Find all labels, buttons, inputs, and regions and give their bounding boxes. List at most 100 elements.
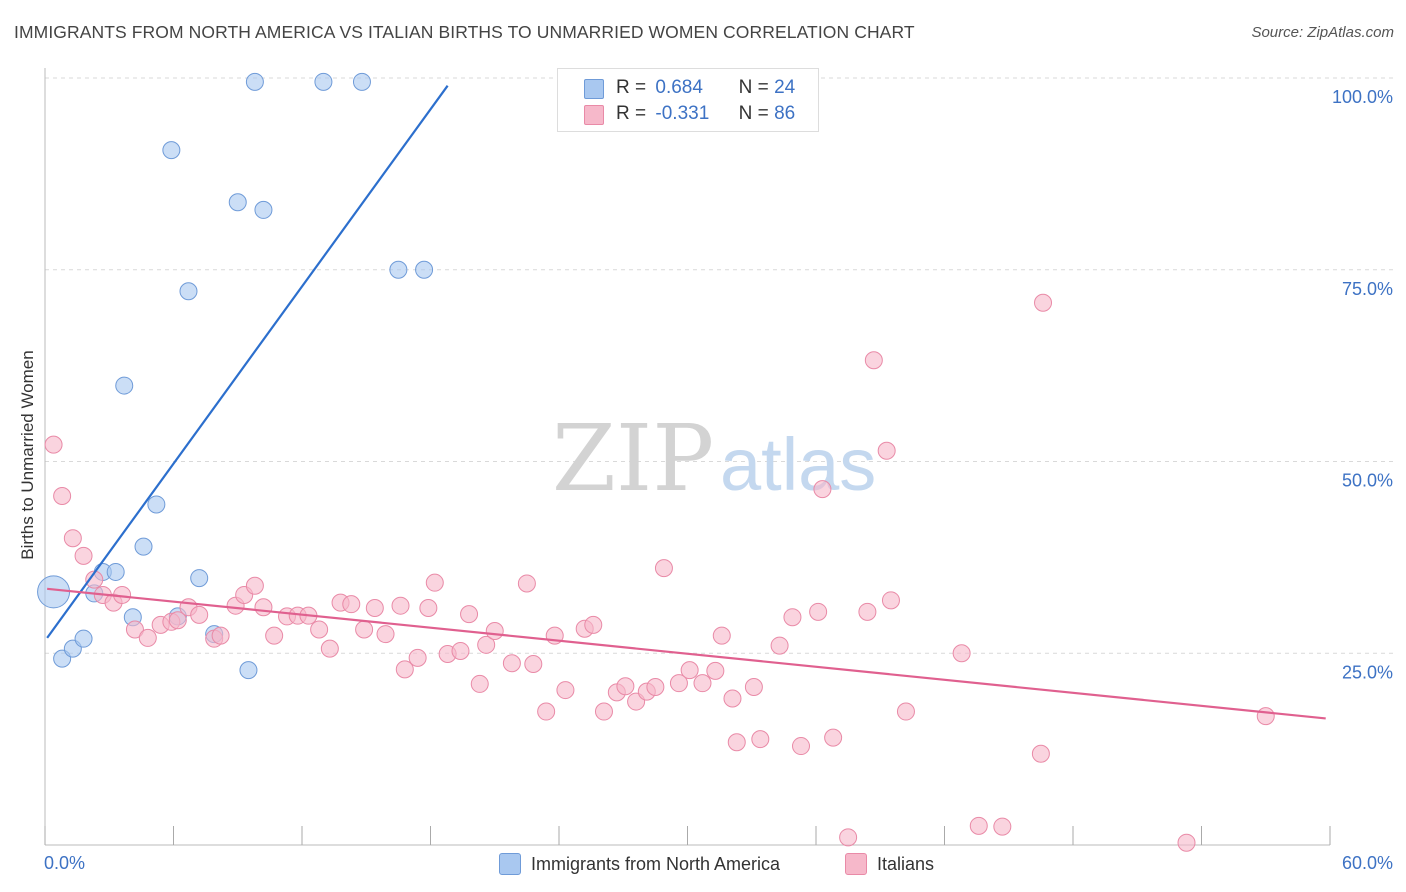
legend-swatch-pink	[584, 105, 604, 125]
data-point-italians	[877, 441, 896, 460]
data-point-italians	[712, 626, 731, 645]
data-point-italians	[376, 625, 395, 644]
data-point-italians	[355, 620, 374, 639]
data-point-immigrants	[179, 282, 198, 301]
data-point-italians	[727, 733, 746, 752]
y-axis-title: Births to Unmarried Women	[18, 350, 37, 560]
data-point-italians	[365, 598, 384, 617]
legend-swatch-blue	[584, 79, 604, 99]
data-point-immigrants	[314, 72, 333, 91]
trend-lines	[46, 85, 1326, 720]
data-point-italians	[125, 620, 144, 639]
data-point-italians	[864, 351, 883, 370]
data-point-italians	[168, 611, 187, 630]
data-point-italians	[813, 480, 832, 499]
data-point-immigrants	[245, 72, 264, 91]
x-tick-label: 60.0%	[1342, 853, 1393, 873]
data-point-immigrants	[134, 537, 153, 556]
data-point-italians	[190, 605, 209, 624]
data-point-italians	[517, 574, 536, 593]
legend-label-italians: Italians	[877, 853, 935, 874]
data-point-immigrants	[37, 575, 71, 609]
data-point-italians	[524, 654, 543, 673]
data-point-italians	[265, 626, 284, 645]
data-point-italians	[594, 702, 613, 721]
data-point-immigrants	[115, 376, 134, 395]
data-point-italians	[245, 576, 264, 595]
data-point-immigrants	[74, 629, 93, 648]
data-point-italians	[310, 620, 329, 639]
n-value: 86	[774, 103, 796, 124]
data-point-italians	[824, 728, 843, 747]
data-point-italians	[693, 674, 712, 693]
data-point-immigrants	[228, 193, 247, 212]
watermark-atlas: atlas	[720, 423, 876, 506]
data-point-italians	[858, 602, 877, 621]
watermark-zip: ZIP	[552, 405, 714, 512]
data-point-italians	[669, 674, 688, 693]
y-tick-label: 25.0%	[1342, 662, 1393, 682]
data-point-italians	[1256, 707, 1275, 726]
data-point-italians	[969, 816, 988, 835]
data-point-italians	[1031, 744, 1050, 763]
data-point-italians	[751, 730, 770, 749]
data-point-italians	[556, 681, 575, 700]
data-point-italians	[44, 435, 63, 454]
data-point-italians	[770, 636, 789, 655]
tick-labels: 100.0% 75.0% 50.0% 25.0% 0.0% 60.0%	[44, 87, 1393, 873]
n-label: N =	[738, 77, 769, 98]
data-point-italians	[477, 635, 496, 654]
data-point-italians	[138, 628, 157, 647]
data-point-italians	[881, 591, 900, 610]
legend-label-immigrants: Immigrants from North America	[531, 853, 781, 874]
watermark: ZIP atlas	[552, 405, 876, 512]
data-point-italians	[470, 674, 489, 693]
data-point-italians	[425, 573, 444, 592]
data-point-italians	[211, 626, 230, 645]
legend-item-italians: Italians	[845, 851, 934, 877]
data-point-italians	[485, 622, 504, 641]
x-tick-label: 0.0%	[44, 853, 85, 873]
r-label: R =	[616, 103, 647, 124]
data-point-italians	[896, 702, 915, 721]
data-point-italians	[839, 828, 858, 847]
data-point-italians	[616, 677, 635, 696]
axes	[44, 68, 1331, 846]
data-point-immigrants	[106, 562, 125, 581]
r-label: R =	[616, 77, 647, 98]
data-point-italians	[706, 661, 725, 680]
data-point-italians	[723, 689, 742, 708]
data-point-immigrants	[389, 260, 408, 279]
data-point-italians	[1177, 833, 1196, 852]
data-point-italians	[654, 559, 673, 578]
data-point-italians	[395, 660, 414, 679]
data-point-italians	[993, 817, 1012, 836]
data-point-immigrants	[239, 661, 258, 680]
data-point-italians	[74, 546, 93, 565]
source-label: Source: ZipAtlas.com	[1251, 24, 1394, 41]
grid	[45, 77, 1395, 654]
data-point-immigrants	[190, 569, 209, 588]
y-tick-label: 100.0%	[1332, 87, 1393, 107]
chart-title: IMMIGRANTS FROM NORTH AMERICA VS ITALIAN…	[14, 22, 915, 42]
data-point-immigrants	[147, 495, 166, 514]
data-point-italians	[744, 677, 763, 696]
data-point-italians	[952, 644, 971, 663]
data-point-italians	[53, 487, 72, 506]
n-value: 24	[774, 77, 796, 98]
data-point-italians	[680, 661, 699, 680]
data-point-italians	[502, 654, 521, 673]
data-point-immigrants	[254, 200, 273, 219]
data-point-italians	[537, 702, 556, 721]
data-point-italians	[646, 677, 665, 696]
data-point-italians	[451, 641, 470, 660]
n-label: N =	[738, 103, 769, 124]
data-point-italians	[320, 639, 339, 658]
r-value: -0.331	[655, 103, 710, 124]
y-tick-label: 50.0%	[1342, 471, 1393, 491]
trend-line-immigrants	[46, 85, 449, 639]
data-point-italians	[342, 595, 361, 614]
data-point-italians	[408, 648, 427, 667]
legend-item-immigrants: Immigrants from North America	[499, 851, 780, 877]
y-tick-label: 75.0%	[1342, 279, 1393, 299]
